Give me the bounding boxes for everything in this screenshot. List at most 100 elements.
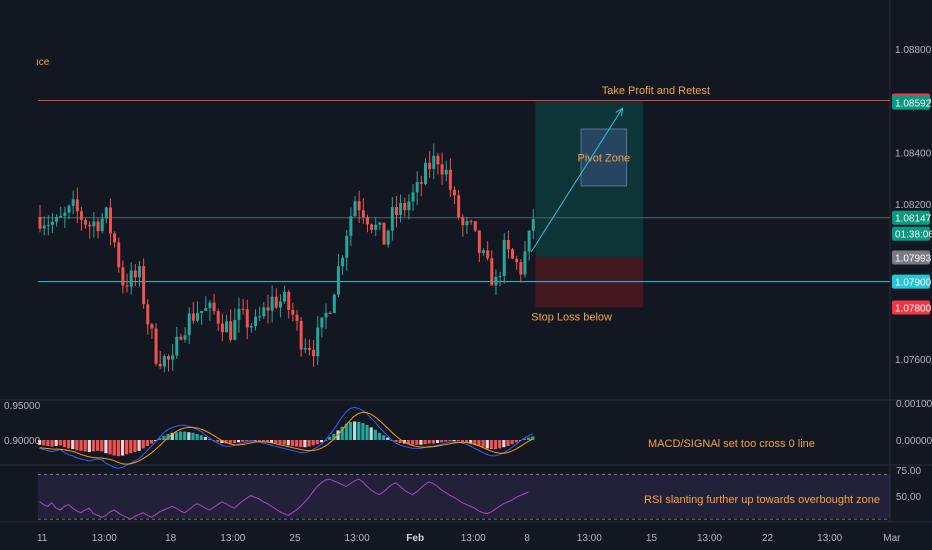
time-tick: Mar [883,533,901,544]
macd-bar [473,440,477,445]
macd-bar [481,440,485,448]
candle [150,324,154,329]
macd-bar [328,437,332,440]
candle [162,356,166,367]
macd-bar [286,440,290,446]
macd-bar [170,432,174,440]
macd-bar [265,440,270,443]
candle [328,312,332,314]
price-badge-label: 1.08147 [895,214,932,225]
rsi-panel: RSI slanting further up towards overboug… [38,466,921,520]
rsi-line [39,478,529,520]
candle [38,216,42,229]
candle [208,302,212,309]
candle [274,296,278,308]
macd-bar [448,440,452,442]
price-badge [892,250,930,265]
price-badge [892,95,930,110]
candle [419,182,423,184]
price-tick: 1.08400 [895,148,932,159]
macd-bar [91,440,96,452]
macd-bar [431,440,435,444]
candle [531,219,535,231]
macd-bar [411,440,415,445]
candle [241,308,245,310]
candle [511,249,515,259]
candle [187,313,191,336]
macd-bar [108,440,112,455]
candle [494,276,498,286]
macd-bar [398,440,402,443]
macd-bar [270,440,274,443]
macd-bar [62,440,67,448]
candle [266,307,270,311]
macd-bar [232,440,237,443]
candle [361,210,365,218]
candle [432,155,436,169]
macd-bar [469,440,473,444]
candle [473,221,477,231]
macd-bar [278,440,282,445]
candle [254,316,258,327]
time-axis[interactable]: 11 13:00 18 13:00 25 13:00 Feb 13:00 8 13:00 15 13:… [37,533,901,544]
candle [196,312,200,321]
candle [312,349,316,357]
macd-bar [87,440,91,452]
macd-bar [133,440,137,452]
macd-bar [46,440,50,446]
candle [142,266,146,305]
candle [71,199,75,206]
signal-line [39,411,534,465]
macd-bar [261,440,266,442]
macd-bar [348,422,353,440]
macd-bar [42,440,46,446]
candle [332,294,336,314]
candle [370,224,374,230]
candle [428,162,432,169]
macd-bar [357,422,361,440]
macd-bar [386,437,390,440]
time-tick: 18 [165,533,177,544]
macd-bar [112,440,116,456]
macd-bar [440,440,444,443]
candle [104,207,108,219]
candle [179,336,183,340]
macd-scale-tick: 0.95000 [4,401,41,412]
candle [386,230,390,245]
time-tick: 13:00 [461,533,486,544]
candle [171,355,175,360]
macd-bar [178,431,183,440]
candle [96,221,100,232]
candle [100,218,104,232]
arrow-line [530,108,623,253]
macd-bar [307,440,311,447]
candle [84,219,88,225]
macd-label: MACD/SIGNAl set too cross 0 line [648,438,815,450]
macd-bar [518,440,523,441]
macd-bar [419,440,423,445]
macd-axis-tick: 0.00100 [896,399,932,410]
trade-arrow [530,107,624,253]
price-badge [892,300,930,315]
candle [204,308,208,311]
macd-bar [58,440,62,446]
candle [158,363,162,367]
macd-bar [377,432,382,440]
macd-scale-tick: 0.90000 [4,436,41,447]
candle [324,312,328,318]
macd-bar [435,440,440,443]
candle [216,311,220,324]
macd-bar [282,440,286,445]
candle [345,235,349,258]
macd-bar [154,440,158,442]
macd-bar [502,440,506,448]
candle [519,262,523,275]
candle [225,321,229,333]
candle [403,203,407,211]
zone [535,100,644,258]
price-axis[interactable]: 1.08800 1.08400 1.08200 1.07600 [895,45,932,366]
rsi-tick: 50.00 [896,492,921,503]
rsi-label: RSI slanting further up towards overboug… [644,494,880,506]
price-zones: Pivot Zone [535,100,644,308]
rsi-tick: 75.00 [896,466,921,477]
